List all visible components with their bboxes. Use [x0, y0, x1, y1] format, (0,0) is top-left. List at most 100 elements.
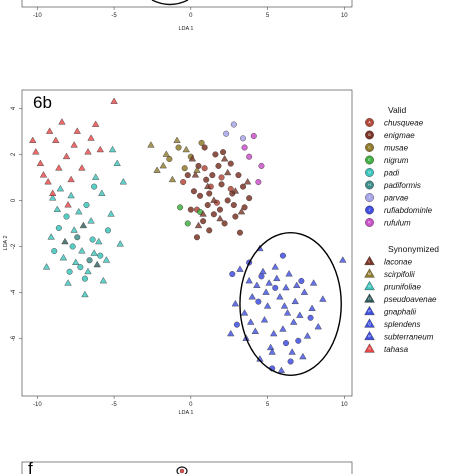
- point-enigmae: [193, 234, 200, 241]
- point-tahasa: [58, 118, 66, 125]
- point-splendens: [293, 281, 301, 288]
- point-enigmae: [230, 202, 237, 209]
- top-x-tick-label: 5: [266, 13, 270, 19]
- point-enigmae: [235, 172, 242, 179]
- point-prunifoliae: [78, 247, 86, 254]
- bottom-panel-marker: [179, 468, 185, 474]
- point-gnaphalii: [253, 281, 261, 288]
- bottom-panel-label: f: [28, 459, 33, 474]
- point-scirpifolii: [147, 141, 155, 148]
- point-laconae: [199, 210, 207, 217]
- y-tick-label: 2: [11, 152, 17, 156]
- point-prunifoliae: [119, 178, 127, 185]
- point-padi: [77, 264, 84, 271]
- point-enigmae: [240, 183, 247, 190]
- point-subterraneum: [280, 302, 289, 309]
- point-enigmae: [236, 229, 243, 236]
- point-tahasa: [62, 152, 71, 160]
- point-gnaphalii: [285, 270, 293, 277]
- legend-label: rufulum: [384, 219, 411, 228]
- legend-marker: [365, 193, 374, 202]
- top-panel-circle-arc: [151, 0, 189, 6]
- point-gnaphalii: [248, 293, 256, 300]
- legend-marker-badge: K: [368, 221, 371, 225]
- legend-marker-badge: G: [368, 171, 371, 175]
- point-chusqueae: [180, 179, 187, 186]
- point-gnaphalii: [231, 299, 240, 307]
- point-rufiabdominle: [287, 358, 294, 365]
- x-tick-label: 0: [189, 402, 193, 408]
- point-prunifoliae: [108, 145, 117, 153]
- point-parvae: [230, 121, 237, 128]
- legend-label: chusqueae: [384, 119, 424, 128]
- point-rufiabdominle: [272, 284, 279, 291]
- point-tahasa: [52, 136, 60, 143]
- legend-marker: [364, 293, 375, 303]
- legend-marker-badge: M: [368, 272, 371, 276]
- point-chusqueae: [218, 174, 225, 181]
- point-enigmae: [184, 172, 191, 179]
- point-enigmae: [246, 195, 253, 202]
- point-splendens: [283, 309, 292, 316]
- point-scirpifolii: [159, 161, 167, 169]
- point-prunifoliae: [67, 191, 75, 199]
- top-x-tick-label: 10: [341, 13, 348, 19]
- point-enigmae: [224, 197, 231, 204]
- x-tick-label: 10: [341, 402, 348, 408]
- point-splendens: [240, 309, 249, 316]
- point-prunifoliae: [42, 263, 51, 270]
- point-gnaphalii: [247, 318, 255, 325]
- point-musae: [175, 144, 182, 151]
- point-splendens: [303, 332, 312, 339]
- point-scirpifolii: [168, 175, 177, 183]
- data-points: [29, 97, 347, 374]
- point-laconae: [237, 207, 246, 215]
- y-tick-label: -4: [11, 289, 17, 295]
- point-padi: [69, 243, 76, 250]
- x-tick-label: -5: [111, 402, 117, 408]
- legend-label: pseudoavenae: [383, 295, 437, 304]
- point-rufiabdominle: [258, 273, 265, 280]
- legend-marker: [364, 330, 375, 341]
- point-subterraneum: [339, 256, 347, 263]
- point-enigmae: [220, 149, 227, 156]
- point-splendens: [227, 329, 235, 337]
- point-tahasa: [29, 136, 37, 143]
- point-musae: [181, 165, 188, 172]
- bottom-panel-frame: [21, 461, 353, 474]
- point-subterraneum: [262, 288, 270, 295]
- legend-marker-badge: R: [368, 335, 371, 339]
- point-enigmae: [197, 192, 204, 199]
- point-gnaphalii: [259, 267, 267, 275]
- legend-label: padiformis: [383, 181, 421, 190]
- legend-marker: [365, 130, 374, 140]
- point-gnaphalii: [314, 322, 322, 330]
- point-enigmae: [204, 202, 211, 209]
- y-axis-ticks: 4 2 0 -2 -4 -6: [11, 106, 22, 341]
- point-tahasa: [110, 97, 118, 104]
- point-rufiabdominle: [298, 277, 305, 284]
- legend-marker: [364, 280, 375, 291]
- x-tick-label: 5: [266, 402, 270, 408]
- legend-marker-badge: Q: [368, 322, 371, 326]
- point-tahasa: [92, 120, 100, 127]
- point-laconae: [224, 168, 232, 176]
- point-parvae: [223, 130, 230, 137]
- point-enigmae: [215, 162, 222, 169]
- point-tahasa: [39, 171, 48, 178]
- point-padi: [83, 202, 90, 209]
- point-nigrum: [177, 204, 184, 211]
- x-tick-label: -10: [33, 402, 42, 408]
- point-gnaphalii: [260, 316, 269, 323]
- legend-marker: [364, 305, 375, 316]
- legend-label: laconae: [384, 258, 413, 267]
- point-gnaphalii: [270, 329, 278, 337]
- point-musae: [198, 139, 205, 146]
- legend-label: scirpifolii: [384, 270, 415, 279]
- legend: Valid A chusqueae B enigmae C musae E nigrum G pad…: [364, 105, 439, 354]
- point-enigmae: [227, 160, 234, 167]
- legend-label: tahasa: [384, 345, 409, 354]
- point-splendens: [277, 366, 286, 374]
- top-panel-fragment: -10 -5 0 5 10 LDA 1: [21, 0, 353, 32]
- point-prunifoliae: [81, 290, 89, 298]
